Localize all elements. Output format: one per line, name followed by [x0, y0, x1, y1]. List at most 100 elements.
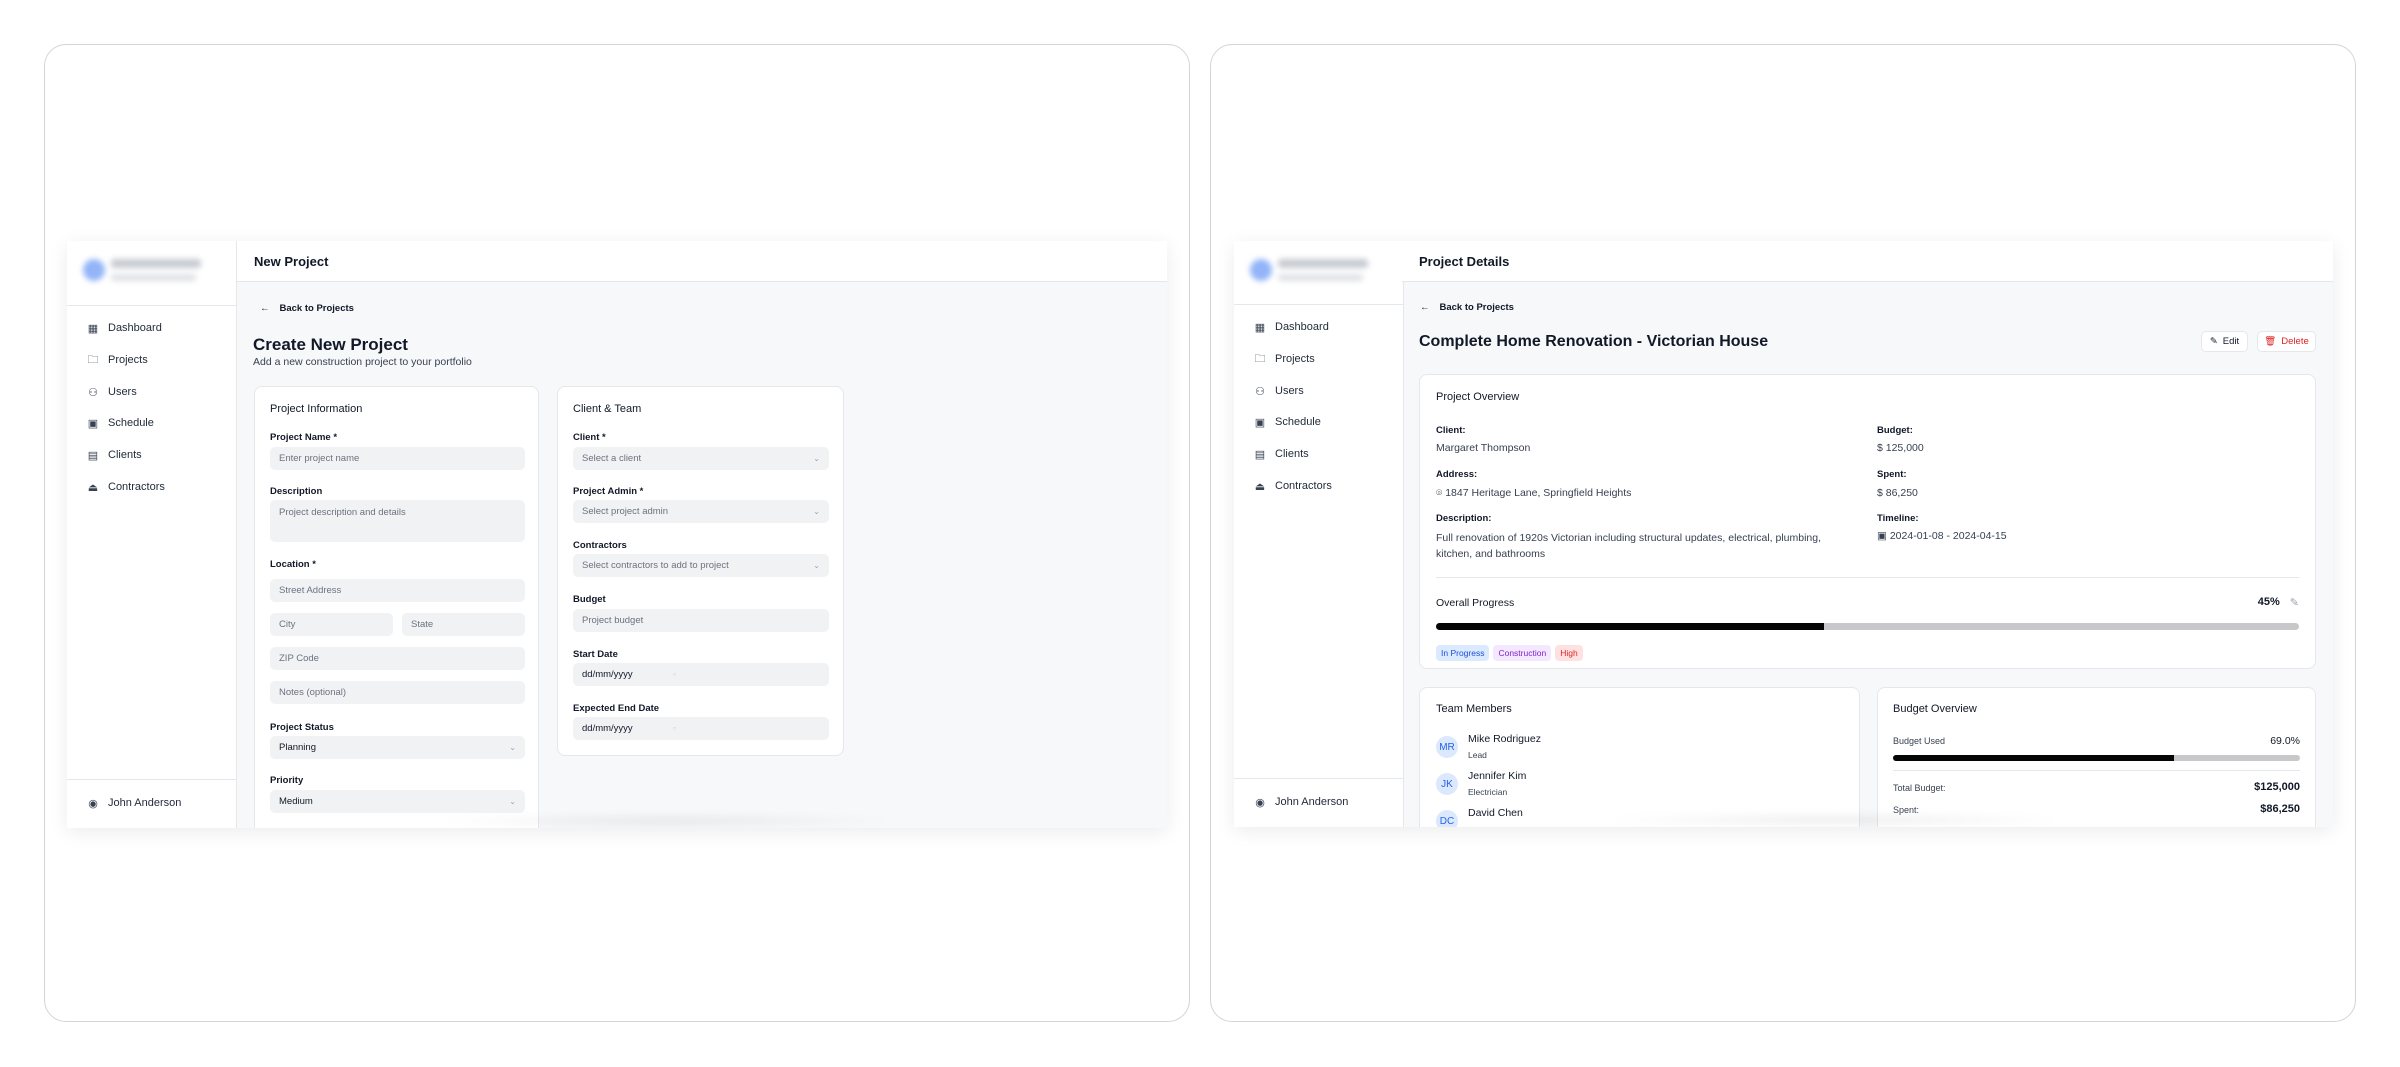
calendar-icon: ▫	[672, 669, 677, 680]
card-title: Budget Overview	[1893, 703, 1977, 715]
avatar: JK	[1436, 773, 1458, 795]
status-badge: Construction	[1493, 645, 1552, 661]
budget-used-label: Budget Used	[1893, 736, 1946, 746]
card-title: Project Overview	[1436, 391, 1520, 403]
contractors-label: Contractors	[573, 540, 627, 551]
member-name[interactable]: David Chen	[1468, 807, 1523, 819]
progress-bar	[1436, 623, 2299, 630]
sidebar-item-schedule[interactable]: ▣ Schedule	[87, 417, 154, 430]
total-budget-value: $125,000	[2254, 781, 2300, 793]
user-circle-icon: ◉	[88, 797, 98, 810]
dashboard-icon: ▦	[1254, 321, 1266, 334]
project-name-label: Project Name *	[270, 432, 338, 443]
admin-select[interactable]: Select project admin ⌄	[573, 500, 829, 523]
avatar: MR	[1436, 736, 1458, 758]
spent-label: Spent:	[1877, 469, 1907, 480]
page-subtitle: Add a new construction project to your p…	[253, 356, 472, 368]
location-label: Location *	[270, 559, 316, 570]
sidebar-item-clients[interactable]: ▤ Clients	[1254, 448, 1309, 461]
spent-value: $86,250	[2260, 803, 2300, 815]
budget-label: Budget:	[1877, 425, 1913, 436]
member-name[interactable]: Mike Rodriguez	[1468, 733, 1541, 745]
folder-icon: 🗀	[87, 353, 99, 366]
project-details-app: ▦ Dashboard 🗀 Projects ⚇ Users ▣ Schedule ▤ C…	[1234, 241, 2333, 827]
client-select[interactable]: Select a client ⌄	[573, 447, 829, 470]
edit-button[interactable]: ✎ Edit	[2201, 331, 2248, 352]
sidebar-item-users[interactable]: ⚇ Users	[1255, 385, 1304, 398]
building-icon: ▤	[1254, 448, 1266, 461]
description-label: Description:	[1436, 513, 1492, 524]
back-link[interactable]: ← Back to Projects	[1420, 302, 1514, 313]
project-overview-card: Project Overview Client: Margaret Thomps…	[1419, 374, 2316, 669]
spent-value: $ 86,250	[1877, 487, 1918, 499]
project-name-input[interactable]: Enter project name	[270, 447, 525, 470]
sidebar-item-dashboard[interactable]: ▦ Dashboard	[1254, 321, 1329, 334]
building-icon: ▤	[87, 449, 99, 462]
sidebar-item-projects[interactable]: 🗀 Projects	[1254, 352, 1315, 366]
priority-label: Priority	[270, 775, 304, 786]
start-date-input[interactable]: dd/mm/yyyy ▫	[573, 663, 829, 686]
zip-input[interactable]: ZIP Code	[270, 647, 525, 670]
chevron-down-icon: ⌄	[509, 743, 516, 752]
calendar-icon: ▣	[1254, 416, 1266, 429]
chevron-down-icon: ⌄	[509, 797, 516, 806]
priority-select[interactable]: Medium ⌄	[270, 790, 525, 813]
header-title: New Project	[254, 254, 329, 269]
budget-input[interactable]: Project budget	[573, 609, 829, 632]
user-circle-icon: ◉	[1255, 796, 1265, 809]
avatar: DC	[1436, 810, 1458, 827]
timeline-label: Timeline:	[1877, 513, 1919, 524]
user-profile[interactable]: ◉ John Anderson	[88, 797, 182, 810]
card-title: Team Members	[1436, 703, 1512, 715]
client-label: Client *	[573, 432, 606, 443]
edit-progress-icon[interactable]: ✎	[2289, 597, 2299, 609]
users-icon: ⚇	[88, 386, 98, 399]
back-link[interactable]: ← Back to Projects	[260, 303, 354, 314]
description-label: Description	[270, 486, 323, 497]
client-value: Margaret Thompson	[1436, 442, 1531, 454]
contractors-select[interactable]: Select contractors to add to project ⌄	[573, 554, 829, 577]
user-profile[interactable]: ◉ John Anderson	[1255, 796, 1349, 809]
page-header: Project Details	[1402, 241, 2333, 282]
sidebar-item-users[interactable]: ⚇ Users	[88, 386, 137, 399]
city-input[interactable]: City	[270, 613, 393, 636]
header-title: Project Details	[1419, 254, 1510, 269]
card-title: Client & Team	[573, 403, 642, 415]
progress-value: 45% ✎	[2257, 596, 2299, 609]
logo	[1250, 259, 1272, 281]
budget-label: Budget	[573, 594, 606, 605]
page-header: New Project	[237, 241, 1167, 282]
trash-icon: 🗑	[2264, 336, 2277, 347]
admin-label: Project Admin *	[573, 486, 644, 497]
sidebar-item-schedule[interactable]: ▣ Schedule	[1254, 416, 1321, 429]
sidebar-item-contractors[interactable]: ⏏ Contractors	[87, 481, 165, 494]
arrow-left-icon: ←	[1420, 302, 1430, 313]
address-value: ⌾ 1847 Heritage Lane, Springfield Height…	[1436, 487, 1632, 499]
description-value: Full renovation of 1920s Victorian inclu…	[1436, 532, 1822, 560]
sidebar: ▦ Dashboard 🗀 Projects ⚇ Users ▣ Schedule ▤ C…	[67, 241, 237, 828]
status-select[interactable]: Planning ⌄	[270, 736, 525, 759]
hard-hat-icon: ⏏	[1254, 480, 1266, 493]
dashboard-icon: ▦	[87, 322, 99, 335]
sidebar-item-projects[interactable]: 🗀 Projects	[87, 353, 148, 367]
budget-bar	[1893, 755, 2300, 761]
delete-button[interactable]: 🗑 Delete	[2257, 331, 2316, 352]
client-label: Client:	[1436, 425, 1466, 436]
budget-fill	[1893, 755, 2174, 761]
street-input[interactable]: Street Address	[270, 579, 525, 602]
chevron-down-icon: ⌄	[813, 507, 820, 516]
sidebar-item-contractors[interactable]: ⏏ Contractors	[1254, 480, 1332, 493]
member-name[interactable]: Jennifer Kim	[1468, 770, 1527, 782]
description-textarea[interactable]: Project description and details	[270, 500, 525, 542]
sidebar-item-clients[interactable]: ▤ Clients	[87, 449, 142, 462]
address-label: Address:	[1436, 469, 1478, 480]
budget-used-value: 69.0%	[2270, 735, 2300, 747]
end-date-input[interactable]: dd/mm/yyyy ▫	[573, 717, 829, 740]
state-input[interactable]: State	[402, 613, 525, 636]
sidebar-item-dashboard[interactable]: ▦ Dashboard	[87, 322, 162, 335]
start-date-label: Start Date	[573, 649, 618, 660]
notes-input[interactable]: Notes (optional)	[270, 681, 525, 704]
hard-hat-icon: ⏏	[87, 481, 99, 494]
logo	[83, 259, 105, 281]
team-members-card: Team Members MR Mike Rodriguez Lead JK J…	[1419, 687, 1860, 827]
